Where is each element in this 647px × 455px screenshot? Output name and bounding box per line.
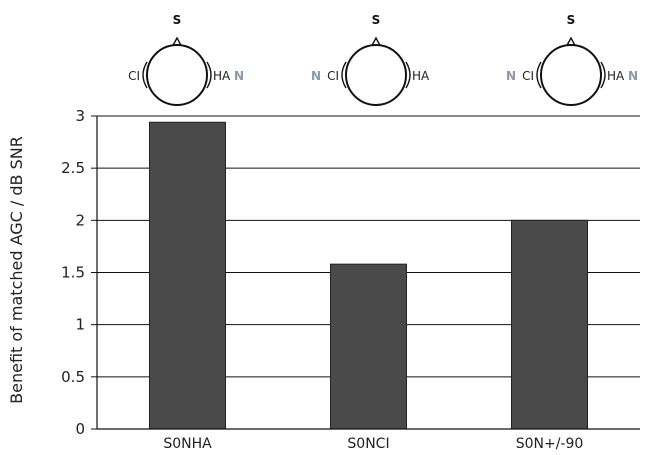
y-tick-label: 1.5: [61, 264, 85, 282]
left-noise-label: N: [311, 69, 321, 83]
head-icon: [540, 44, 602, 106]
head-diagram: S CI HA N: [128, 13, 244, 106]
ci-label: CI: [522, 69, 534, 83]
y-tick-label: 1: [75, 316, 85, 334]
head-icon: [345, 44, 407, 106]
y-tick-label: 0: [75, 420, 85, 438]
ci-label: CI: [128, 69, 140, 83]
y-tick-labels: 0 0.5 1 1.5 2 2.5 3: [61, 107, 85, 438]
left-noise-label: N: [506, 69, 516, 83]
ha-label: HA: [213, 69, 231, 83]
y-tick-label: 3: [75, 107, 85, 125]
right-ear-icon: [206, 61, 212, 89]
x-tick-labels: S0NHA S0NCI S0N+/-90: [163, 436, 583, 452]
head-icon: [146, 44, 208, 106]
ha-label: HA: [412, 69, 430, 83]
bar-S0N+/-90: [511, 219, 588, 430]
right-noise-label: N: [234, 69, 244, 83]
x-tick-label: S0NCI: [347, 436, 389, 452]
y-axis-label: Benefit of matched AGC / dB SNR: [7, 136, 26, 404]
ci-label: CI: [327, 69, 339, 83]
bar-S0NCI: [330, 263, 407, 430]
left-ear-icon: [341, 61, 347, 89]
right-ear-icon: [405, 61, 411, 89]
bar-S0NHA: [149, 121, 226, 430]
left-ear-icon: [536, 61, 542, 89]
axes: [96, 116, 640, 430]
right-ear-icon: [600, 61, 606, 89]
y-tick-label: 2: [75, 211, 85, 229]
y-tick-label: 2.5: [61, 159, 85, 177]
source-label: S: [173, 13, 182, 27]
x-tick-label: S0NHA: [163, 436, 212, 452]
head-diagram: S CI N HA: [311, 13, 430, 106]
ha-label: HA: [607, 69, 625, 83]
left-ear-icon: [142, 61, 148, 89]
source-label: S: [372, 13, 381, 27]
source-label: S: [567, 13, 576, 27]
y-tick-label: 0.5: [61, 368, 85, 386]
x-tick-label: S0N+/-90: [516, 436, 584, 452]
bars: [149, 121, 588, 430]
right-noise-label: N: [628, 69, 638, 83]
